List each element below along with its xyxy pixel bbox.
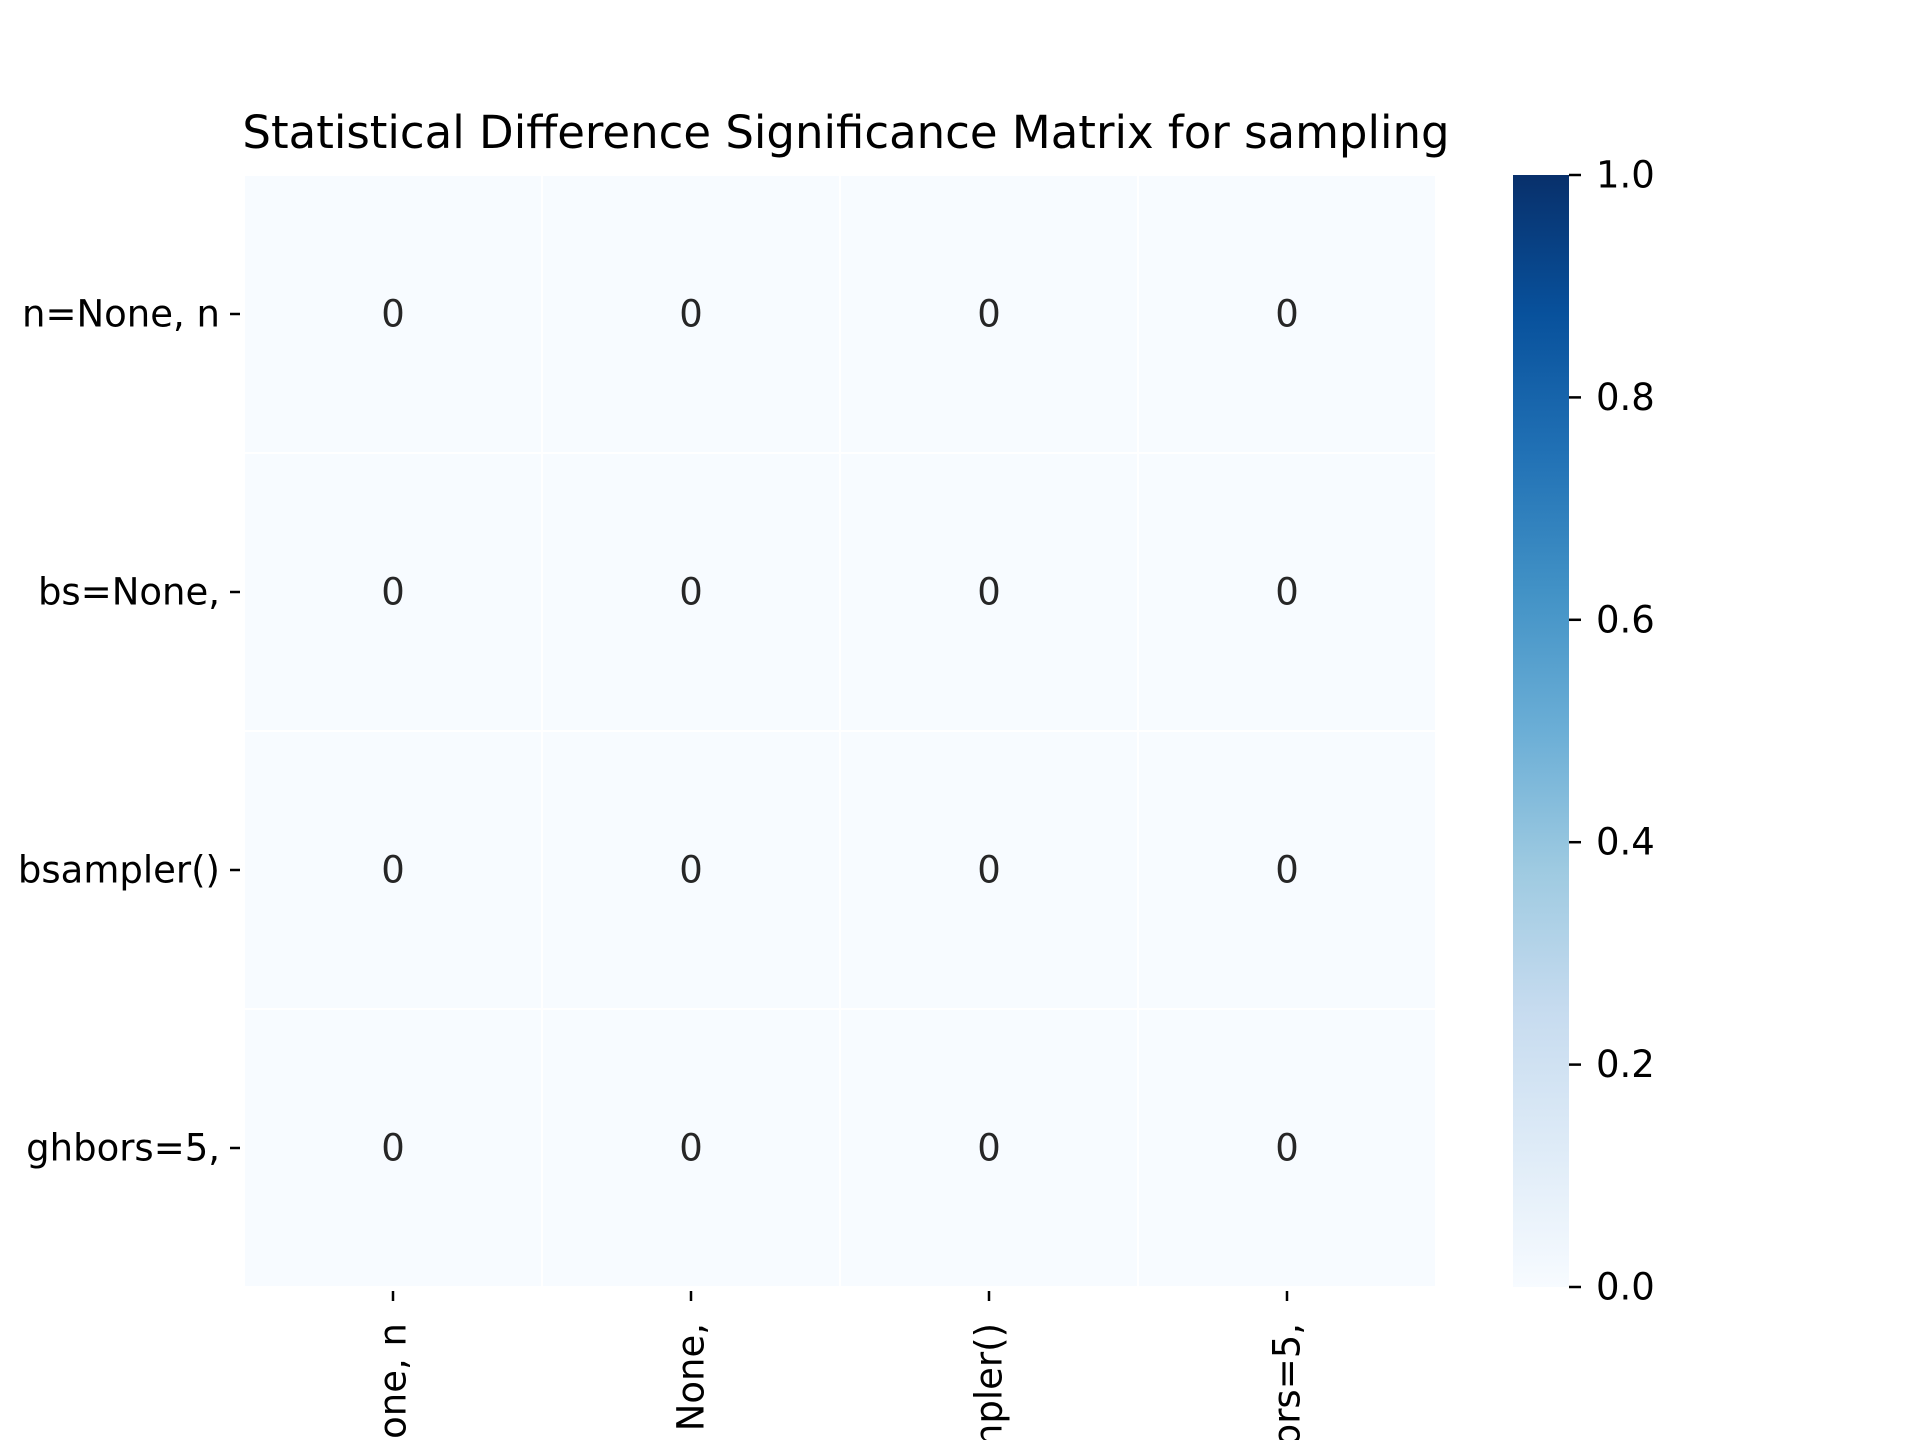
colorbar: 0.0 0.2 0.4 0.6 0.8 1.0 (1513, 154, 1655, 1309)
heatmap-cell-r3-c0 (243, 1008, 543, 1288)
y-axis: n=None, n bs=None, bsampler() ghbors=5, (18, 293, 240, 1170)
cell-value-label-r0-c0: 0 (381, 293, 405, 336)
heatmap-cell-r1-c0 (243, 452, 543, 732)
x-tick-label-0: one, n (372, 1323, 415, 1439)
colorbar-tick-label-1: 0.2 (1596, 1043, 1655, 1086)
cell-value-label-r1-c1: 0 (679, 571, 703, 614)
heatmap-cell-r1-c2 (839, 452, 1139, 732)
heatmap-cell-r0-c3 (1137, 174, 1437, 454)
colorbar-tick-label-2: 0.4 (1596, 821, 1655, 864)
y-tick-label-2: bsampler() (18, 849, 220, 892)
heatmap-cell-r0-c0 (243, 174, 543, 454)
heatmap-cell-labels: 0 0 0 0 0 0 0 0 0 0 0 0 0 0 0 0 (381, 293, 1299, 1170)
colorbar-tick-label-0: 0.0 (1596, 1266, 1655, 1309)
colorbar-gradient (1513, 175, 1569, 1287)
cell-value-label-r0-c3: 0 (1275, 293, 1299, 336)
colorbar-tick-label-3: 0.6 (1596, 598, 1655, 641)
x-tick-label-2: npler() (968, 1323, 1011, 1440)
heatmap-cell-r1-c1 (541, 452, 841, 732)
cell-value-label-r2-c3: 0 (1275, 849, 1299, 892)
heatmap-cell-r2-c1 (541, 730, 841, 1010)
cell-value-label-r0-c2: 0 (977, 293, 1001, 336)
colorbar-tick-label-5: 1.0 (1596, 154, 1655, 197)
cell-value-label-r2-c0: 0 (381, 849, 405, 892)
x-tick-label-1: None, (670, 1323, 713, 1431)
heatmap-cell-r0-c1 (541, 174, 841, 454)
heatmap-grid (243, 174, 1437, 1288)
cell-value-label-r3-c0: 0 (381, 1127, 405, 1170)
cell-value-label-r2-c2: 0 (977, 849, 1001, 892)
heatmap-cell-r2-c3 (1137, 730, 1437, 1010)
colorbar-tick-label-4: 0.8 (1596, 376, 1655, 419)
heatmap-cell-r3-c3 (1137, 1008, 1437, 1288)
cell-value-label-r1-c3: 0 (1275, 571, 1299, 614)
heatmap-cell-r3-c2 (839, 1008, 1139, 1288)
heatmap-cell-r1-c3 (1137, 452, 1437, 732)
heatmap-cell-r3-c1 (541, 1008, 841, 1288)
y-tick-label-0: n=None, n (22, 293, 220, 336)
x-tick-label-3: ors=5, (1266, 1323, 1309, 1440)
cell-value-label-r0-c1: 0 (679, 293, 703, 336)
cell-value-label-r1-c0: 0 (381, 571, 405, 614)
x-axis: one, n None, npler() ors=5, (372, 1291, 1309, 1440)
cell-value-label-r3-c3: 0 (1275, 1127, 1299, 1170)
cell-value-label-r3-c1: 0 (679, 1127, 703, 1170)
cell-value-label-r3-c2: 0 (977, 1127, 1001, 1170)
cell-value-label-r2-c1: 0 (679, 849, 703, 892)
cell-value-label-r1-c2: 0 (977, 571, 1001, 614)
y-tick-label-3: ghbors=5, (26, 1127, 220, 1170)
heatmap-cell-r0-c2 (839, 174, 1139, 454)
chart-title: Statistical Difference Significance Matr… (242, 106, 1449, 159)
y-tick-label-1: bs=None, (38, 571, 220, 614)
colorbar-ticks: 0.0 0.2 0.4 0.6 0.8 1.0 (1569, 154, 1655, 1309)
